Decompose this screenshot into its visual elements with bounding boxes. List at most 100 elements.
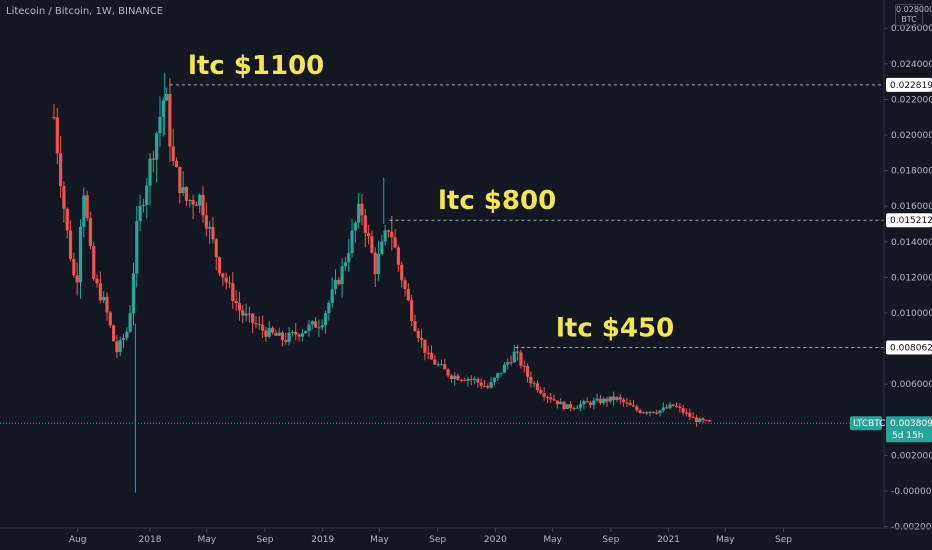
candle-body (605, 398, 609, 402)
candle-body (68, 230, 73, 260)
candle-body (665, 407, 669, 409)
candle-body (701, 418, 705, 421)
candle-body (128, 313, 132, 332)
candle-body (396, 247, 401, 265)
annotation-price-tag (886, 213, 932, 228)
x-tick-label: May (370, 535, 389, 545)
candle-body (125, 331, 129, 338)
candle-body (456, 375, 460, 380)
candle-body (264, 330, 268, 337)
candle-body (476, 379, 480, 383)
last-price-label: 0.003809 (890, 419, 932, 429)
candle-body (469, 378, 473, 380)
candle-body (393, 237, 397, 248)
candle-body (688, 412, 692, 417)
annotation-text[interactable]: ltc $800 (438, 186, 556, 216)
candle-body (227, 282, 232, 284)
y-tick-label: 0.020000 (891, 131, 932, 141)
currency-top-value: 0.028000 (896, 5, 932, 14)
candle-body (615, 397, 619, 401)
currency-label[interactable]: 0.028000 BTC (895, 4, 932, 26)
candle-body (403, 280, 407, 289)
candle-body (708, 420, 712, 422)
annotation-texts: ltc $1100 ltc $800 ltc $450 (188, 51, 674, 344)
candle-body (62, 186, 66, 209)
candle-body (608, 396, 612, 402)
candle-body (612, 396, 616, 401)
candle-body (138, 205, 142, 222)
candle-body (582, 401, 586, 405)
y-tick-label: 0.014000 (891, 238, 932, 248)
annotation-text[interactable]: ltc $450 (556, 313, 674, 343)
candle-body (95, 278, 99, 284)
candle-body (410, 300, 414, 321)
candle-body (516, 351, 520, 353)
candle-body (360, 203, 364, 216)
candle-body (85, 195, 89, 219)
candle-body (472, 379, 477, 381)
y-tick-label: 0.012000 (891, 273, 932, 283)
candle-body (340, 266, 344, 285)
candle-body (118, 339, 122, 353)
candle-body (198, 194, 202, 206)
candle-body (436, 364, 440, 366)
candle-body (310, 321, 314, 325)
x-tick-label: 2018 (139, 535, 162, 545)
candle-body (496, 373, 500, 378)
candle-body (280, 332, 285, 341)
candle-body (429, 352, 434, 360)
candle-body (155, 133, 159, 160)
annotation-lines (169, 84, 884, 348)
candle-body (595, 398, 599, 401)
candle-body (277, 332, 281, 336)
candle-body (631, 405, 636, 407)
candle-body (237, 302, 242, 311)
candle-body (419, 337, 424, 340)
candle-body (592, 400, 596, 406)
x-tick-label: Sep (775, 535, 792, 545)
candle-body (578, 404, 583, 408)
candle-body (704, 420, 708, 422)
candle-body (82, 195, 86, 227)
candle-body (499, 372, 503, 374)
candle-body (366, 233, 371, 237)
symbol-label: LTCBTC (853, 419, 885, 429)
candle-body (416, 331, 420, 338)
y-tick-label: 0.016000 (891, 202, 932, 212)
x-tick-label: 2020 (484, 535, 507, 545)
candle-body (188, 200, 192, 202)
candle-body (655, 412, 659, 414)
candle-body (588, 402, 593, 406)
x-tick-label: May (543, 535, 562, 545)
last-price-tag (886, 416, 932, 443)
candle-body (400, 264, 404, 281)
candle-body (297, 334, 301, 337)
candle-body (525, 366, 530, 377)
candle-body (522, 365, 526, 367)
candle-body (164, 94, 169, 101)
candle-body (376, 253, 381, 275)
candle-body (247, 313, 251, 315)
candle-body (337, 279, 341, 285)
candle-body (257, 324, 261, 326)
candle-body (413, 320, 417, 332)
x-tick-label: May (716, 535, 735, 545)
candle-body (585, 401, 589, 403)
candle-body (545, 396, 550, 398)
candle-body (539, 390, 543, 394)
annotation-text[interactable]: ltc $1100 (188, 51, 324, 81)
price-axis: 0.026000 0.024000 0.022000 0.020000 0.018000… (850, 0, 932, 533)
candle-body (645, 412, 649, 414)
candle-body (194, 204, 198, 206)
candle-body (357, 203, 361, 223)
candle-body (350, 230, 354, 254)
candle-body (565, 404, 569, 409)
candle-body (347, 253, 351, 263)
candle-body (168, 94, 172, 147)
candle-body (112, 325, 116, 342)
candle-body (671, 404, 675, 406)
candle-body (446, 369, 450, 376)
x-tick-label: May (198, 535, 217, 545)
countdown-label: 5d 15h (892, 431, 923, 441)
